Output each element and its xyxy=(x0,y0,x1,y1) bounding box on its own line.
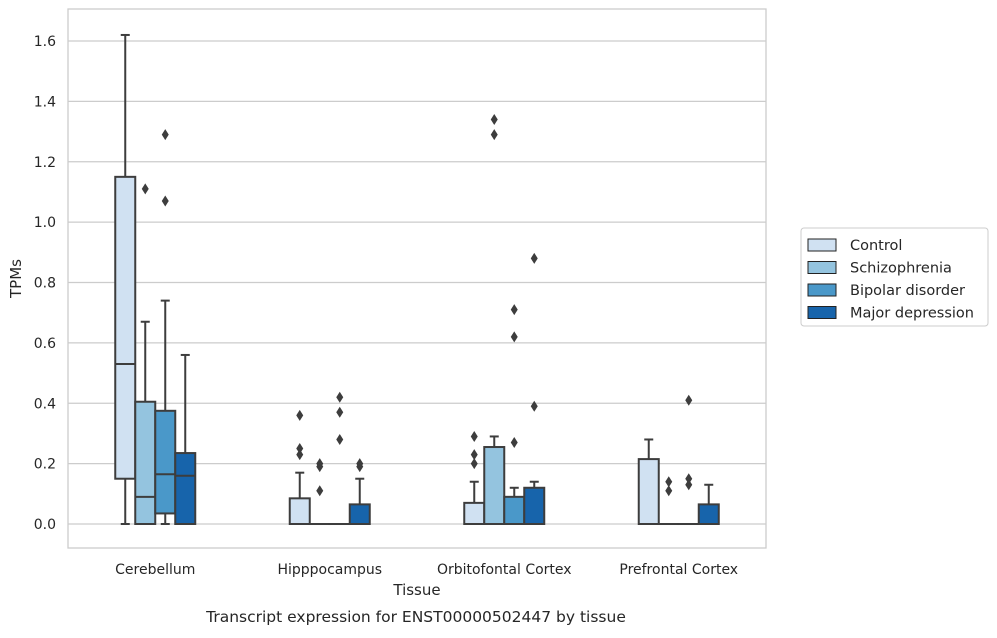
box-body xyxy=(699,504,719,524)
outlier-point xyxy=(316,485,323,496)
y-tick-label: 0.0 xyxy=(34,517,56,533)
box-control xyxy=(464,431,484,524)
box-body xyxy=(290,498,310,524)
box-schizophrenia xyxy=(484,114,504,524)
legend-swatch xyxy=(808,239,836,251)
box-control xyxy=(115,35,135,524)
box-bipolar-disorder xyxy=(155,129,175,524)
y-tick-label: 0.4 xyxy=(34,396,56,412)
box-body xyxy=(350,504,370,524)
box-major-depression xyxy=(350,458,370,524)
box-body xyxy=(464,503,484,524)
y-tick-label: 1.4 xyxy=(34,94,56,110)
legend-swatch xyxy=(808,284,836,296)
box-body xyxy=(639,459,659,524)
y-tick-label: 1.6 xyxy=(34,34,56,50)
legend-swatch xyxy=(808,307,836,319)
y-tick-label: 1.2 xyxy=(34,155,56,171)
box-bipolar-disorder xyxy=(504,304,524,524)
outlier-point xyxy=(471,431,478,442)
y-axis-label: TPMs xyxy=(7,259,25,299)
box-schizophrenia xyxy=(310,458,330,524)
box-major-depression xyxy=(175,355,195,524)
outlier-point xyxy=(336,434,343,445)
outlier-point xyxy=(511,437,518,448)
y-tick-label: 0.2 xyxy=(34,457,56,473)
x-axis-label: Tissue xyxy=(392,581,440,599)
y-tick-label: 0.8 xyxy=(34,276,56,292)
y-tick-label: 0.6 xyxy=(34,336,56,352)
outlier-point xyxy=(531,253,538,264)
figure-caption: Transcript expression for ENST0000050244… xyxy=(205,608,626,626)
outlier-point xyxy=(665,476,672,487)
box-major-depression xyxy=(524,253,544,524)
x-tick-label: Orbitofontal Cortex xyxy=(437,562,572,578)
box-body xyxy=(175,453,195,524)
box-bipolar-disorder xyxy=(330,392,350,524)
box-body xyxy=(155,411,175,514)
outlier-point xyxy=(511,304,518,315)
outlier-point xyxy=(491,129,498,140)
box-bipolar-disorder xyxy=(679,395,699,524)
box-control xyxy=(639,439,659,524)
y-tick-labels: 0.0 0.2 0.4 0.6 0.8 1.0 1.2 1.4 1.6 xyxy=(34,34,56,533)
box-schizophrenia xyxy=(659,476,679,524)
outlier-point xyxy=(531,401,538,412)
outlier-point xyxy=(491,114,498,125)
legend: Control Schizophrenia Bipolar disorder Majo… xyxy=(801,228,988,326)
outlier-point xyxy=(336,392,343,403)
x-tick-label: Prefrontal Cortex xyxy=(619,562,738,578)
outlier-point xyxy=(142,183,149,194)
outlier-point xyxy=(336,407,343,418)
x-tick-label: Cerebellum xyxy=(115,562,195,578)
outlier-point xyxy=(162,195,169,206)
box-body xyxy=(504,497,524,524)
box-body xyxy=(115,177,135,479)
box-body xyxy=(524,488,544,524)
boxes xyxy=(115,35,719,524)
y-tick-label: 1.0 xyxy=(34,215,56,231)
outlier-point xyxy=(162,129,169,140)
box-major-depression xyxy=(699,485,719,524)
outlier-point xyxy=(296,410,303,421)
box-body xyxy=(135,402,155,524)
legend-label: Schizophrenia xyxy=(850,261,952,277)
box-schizophrenia xyxy=(135,183,155,524)
legend-label: Major depression xyxy=(850,306,974,322)
x-tick-labels: Cerebellum Hipppocampus Orbitofontal Corte… xyxy=(115,562,738,578)
box-control xyxy=(290,410,310,524)
legend-label: Bipolar disorder xyxy=(850,283,965,299)
box-body xyxy=(484,447,504,524)
outlier-point xyxy=(685,473,692,484)
legend-swatch xyxy=(808,262,836,274)
outlier-point xyxy=(511,331,518,342)
outlier-point xyxy=(685,395,692,406)
outlier-point xyxy=(471,449,478,460)
x-tick-label: Hipppocampus xyxy=(277,562,382,578)
legend-label: Control xyxy=(850,238,902,254)
outlier-point xyxy=(296,443,303,454)
